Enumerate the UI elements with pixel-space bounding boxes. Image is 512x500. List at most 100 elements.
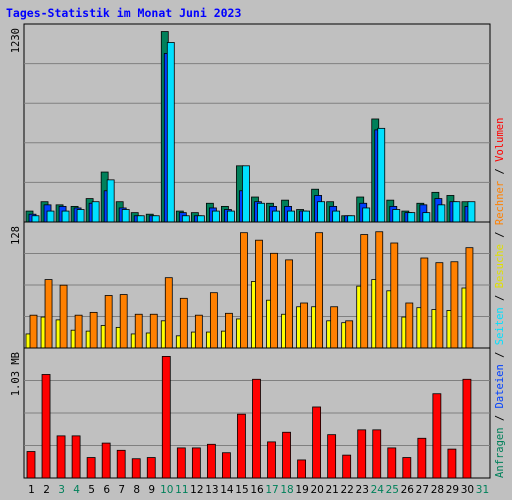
legend-entry: Rechner: [494, 181, 506, 225]
bar-volumen-day-4: [71, 435, 81, 479]
bar-rechner-day-24: [375, 231, 384, 349]
bar-seiten-day-22: [347, 215, 356, 223]
bar-seiten-day-24: [377, 127, 386, 223]
x-tick-label: 30: [461, 484, 474, 496]
x-tick-label: 12: [190, 484, 203, 496]
bar-rechner-day-17: [270, 252, 278, 349]
bar-seiten-day-19: [302, 210, 310, 223]
bar-seiten-day-7: [121, 209, 130, 223]
bar-volumen-day-14: [222, 452, 231, 479]
x-tick-label: 6: [103, 484, 110, 496]
x-tick-label: 19: [295, 484, 308, 496]
series-legend: Anfragen / Dateien / Seiten / Besuche / …: [494, 118, 506, 478]
bar-rechner-day-3: [59, 284, 68, 349]
bar-rechner-day-26: [405, 302, 414, 349]
legend-separator: /: [494, 408, 506, 427]
x-tick-label: 2: [43, 484, 50, 496]
bar-rechner-day-8: [134, 313, 143, 349]
x-tick-label: 10: [160, 484, 173, 496]
legend-separator: /: [494, 162, 506, 181]
bar-volumen-day-6: [101, 442, 111, 479]
bar-volumen-day-3: [56, 435, 66, 479]
bar-rechner-day-14: [225, 312, 233, 349]
bar-seiten-day-4: [76, 209, 85, 223]
x-tick-label: 29: [446, 484, 459, 496]
bar-rechner-day-21: [330, 306, 339, 349]
bar-volumen-day-30: [462, 378, 472, 479]
bar-seiten-day-20: [317, 201, 326, 223]
bar-seiten-day-3: [61, 210, 70, 223]
x-tick-label: 25: [386, 484, 399, 496]
bar-rechner-day-10: [164, 277, 173, 349]
bar-seiten-day-9: [151, 215, 160, 223]
bar-rechner-day-15: [240, 232, 248, 349]
x-tick-label: 28: [431, 484, 444, 496]
bar-rechner-day-5: [89, 311, 98, 349]
bar-rechner-day-4: [74, 314, 83, 349]
x-tick-label: 16: [250, 484, 264, 496]
bar-volumen-day-23: [357, 429, 367, 479]
bar-volumen-day-7: [116, 449, 126, 479]
chart-title: Tages-Statistik im Monat Juni 2023: [6, 6, 242, 20]
bar-rechner-day-22: [345, 320, 354, 349]
bar-rechner-day-27: [420, 257, 429, 349]
legend-entry: Seiten: [494, 307, 506, 345]
x-tick-label: 7: [118, 484, 125, 496]
bar-volumen-day-15: [237, 413, 246, 479]
legend-entry: Volumen: [494, 118, 506, 162]
bar-volumen-day-25: [387, 447, 397, 479]
bar-seiten-day-8: [136, 215, 145, 223]
bar-volumen-day-29: [447, 448, 457, 479]
x-tick-label: 14: [220, 484, 234, 496]
bar-seiten-day-12: [196, 215, 205, 223]
bar-rechner-day-16: [255, 239, 263, 349]
bar-rechner-day-2: [44, 279, 53, 349]
bar-volumen-day-13: [206, 443, 216, 479]
bar-seiten-day-26: [407, 212, 416, 223]
bar-rechner-day-7: [119, 294, 128, 349]
bar-rechner-day-29: [450, 261, 459, 349]
bar-rechner-day-25: [390, 242, 399, 349]
bar-seiten-day-13: [211, 210, 220, 223]
bar-volumen-day-5: [86, 457, 96, 479]
legend-separator: /: [494, 288, 506, 307]
bar-seiten-day-21: [332, 210, 341, 223]
bar-seiten-day-27: [422, 212, 431, 223]
bar-seiten-day-23: [362, 207, 371, 223]
bar-rechner-day-12: [194, 314, 203, 349]
bar-rechner-day-23: [360, 234, 369, 349]
bar-rechner-day-11: [179, 297, 188, 349]
legend-separator: /: [494, 345, 506, 364]
x-tick-label: 8: [133, 484, 140, 496]
x-tick-label: 24: [371, 484, 385, 496]
x-tick-label: 17: [265, 484, 278, 496]
y-max-label: 1230: [10, 28, 22, 53]
bar-volumen-day-19: [297, 459, 306, 479]
x-tick-label: 18: [280, 484, 293, 496]
x-tick-label: 22: [341, 484, 354, 496]
bar-seiten-day-16: [257, 202, 265, 223]
bar-rechner-day-9: [149, 313, 158, 349]
bar-seiten-day-28: [437, 204, 446, 223]
bar-volumen-day-22: [342, 454, 352, 479]
bar-rechner-day-20: [315, 232, 324, 349]
bar-volumen-day-9: [146, 457, 156, 479]
y-max-label: 128: [10, 226, 22, 245]
bar-volumen-day-20: [312, 406, 322, 479]
bar-volumen-day-11: [176, 447, 186, 479]
bar-volumen-day-16: [252, 378, 261, 479]
bar-rechner-day-30: [465, 247, 474, 349]
bar-volumen-day-8: [131, 458, 141, 479]
x-tick-label: 21: [325, 484, 338, 496]
legend-entry: Anfragen: [494, 427, 506, 478]
x-tick-label: 3: [58, 484, 65, 496]
panel-frame: [23, 23, 491, 223]
x-tick-label: 31: [476, 484, 489, 496]
bar-seiten-day-5: [91, 201, 100, 223]
x-tick-label: 26: [401, 484, 415, 496]
legend-entry: Dateien: [494, 364, 506, 408]
bar-seiten-day-15: [242, 165, 250, 223]
bar-seiten-day-10: [166, 42, 175, 223]
